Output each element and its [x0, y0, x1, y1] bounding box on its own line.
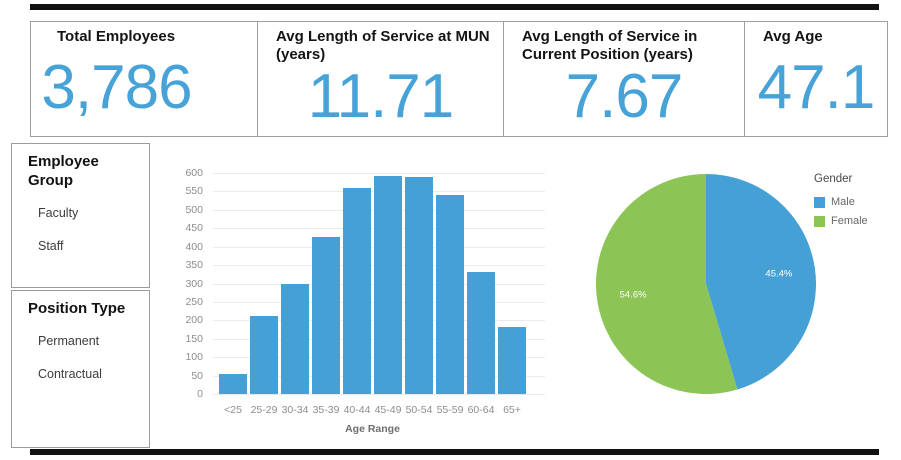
legend-label: Male [831, 196, 855, 208]
bar-30-34[interactable] [281, 284, 309, 394]
bar-25-29[interactable] [250, 315, 278, 394]
filter-option-contractual[interactable]: Contractual [38, 367, 102, 381]
kpi-value: 47.1 [757, 53, 876, 122]
pie-slice-female[interactable] [596, 174, 738, 394]
kpi-value: 7.67 [565, 62, 684, 131]
kpi-title: Avg Length of Service in Current Positio… [522, 28, 698, 63]
filter-title: Employee Group [28, 153, 99, 189]
x-axis-title: Age Range [345, 423, 400, 435]
gridline [213, 394, 545, 395]
y-axis-tick-label: 500 [185, 203, 203, 216]
kpi-value: 3,786 [41, 53, 192, 122]
kpi-card-avg-age: Avg Age 47.1 [744, 22, 887, 136]
y-axis-tick-label: 150 [185, 332, 203, 345]
gender-pie-chart: 45.4% 54.6% [596, 174, 816, 394]
legend-item-male[interactable]: Male [814, 196, 868, 208]
x-axis-tick-label: 25-29 [250, 404, 278, 416]
y-axis-tick-label: 0 [197, 388, 203, 400]
top-frame-rule [30, 4, 879, 10]
bar-<25[interactable] [219, 373, 247, 394]
kpi-title: Avg Length of Service at MUN (years) [276, 28, 490, 63]
kpi-row: Total Employees 3,786 Avg Length of Serv… [30, 21, 888, 137]
kpi-title: Total Employees [57, 28, 176, 45]
x-axis-tick-label: 65+ [503, 404, 521, 416]
pie-slice-male[interactable] [706, 174, 816, 390]
pie-slice-percentage-label: 54.6% [620, 290, 647, 301]
y-axis-tick-label: 400 [185, 240, 203, 253]
x-axis-tick-label: 35-39 [312, 404, 340, 416]
kpi-card-total-employees: Total Employees 3,786 [31, 22, 257, 136]
y-axis-tick-label: 450 [185, 222, 203, 235]
bar-60-64[interactable] [467, 272, 495, 394]
female-swatch-icon [814, 215, 825, 227]
male-swatch-icon [814, 196, 825, 208]
bar-45-49[interactable] [374, 175, 402, 394]
bar-65+[interactable] [498, 326, 526, 394]
filter-title: Position Type [28, 300, 126, 317]
y-axis-tick-label: 200 [185, 314, 203, 327]
kpi-title: Avg Age [763, 28, 823, 45]
x-axis-tick-label: 45-49 [374, 404, 402, 416]
filter-option-faculty[interactable]: Faculty [38, 206, 79, 220]
filter-option-permanent[interactable]: Permanent [38, 334, 100, 348]
pie-legend: Gender Male Female [814, 170, 868, 227]
filter-option-staff[interactable]: Staff [38, 239, 64, 253]
x-axis-tick-label: 55-59 [436, 404, 464, 416]
filter-employee-group: Employee Group Faculty Staff [11, 143, 150, 288]
filter-position-type: Position Type Permanent Contractual [11, 290, 150, 448]
x-axis-tick-label: <25 [224, 404, 242, 416]
bar-40-44[interactable] [343, 187, 371, 394]
y-axis-tick-label: 100 [185, 351, 203, 364]
kpi-value: 11.71 [307, 62, 455, 131]
bar-55-59[interactable] [436, 195, 464, 394]
legend-title: Gender [814, 173, 853, 185]
pie-slice-percentage-label: 45.4% [765, 268, 792, 279]
x-axis-tick-label: 30-34 [281, 404, 309, 416]
x-axis-tick-label: 60-64 [467, 404, 495, 416]
legend-item-female[interactable]: Female [814, 215, 868, 227]
bar-50-54[interactable] [405, 177, 433, 394]
y-axis-tick-label: 600 [185, 167, 203, 179]
x-axis-tick-label: 50-54 [405, 404, 433, 416]
bar-35-39[interactable] [312, 237, 340, 394]
y-axis-tick-label: 350 [185, 259, 203, 272]
x-axis-tick-label: 40-44 [343, 404, 371, 416]
age-range-bar-chart: Age Range 0 50 100 150 200 250 300 350 400 450 500… [170, 165, 560, 450]
gridline [213, 173, 545, 174]
bottom-frame-rule [30, 449, 879, 455]
y-axis-tick-label: 50 [191, 369, 203, 382]
y-axis-tick-label: 250 [185, 295, 203, 308]
y-axis-tick-label: 550 [185, 185, 203, 198]
y-axis-tick-label: 300 [185, 277, 203, 290]
kpi-card-avg-service-mun: Avg Length of Service at MUN (years) 11.… [257, 22, 503, 136]
legend-label: Female [831, 215, 868, 227]
kpi-card-avg-service-position: Avg Length of Service in Current Positio… [503, 22, 744, 136]
